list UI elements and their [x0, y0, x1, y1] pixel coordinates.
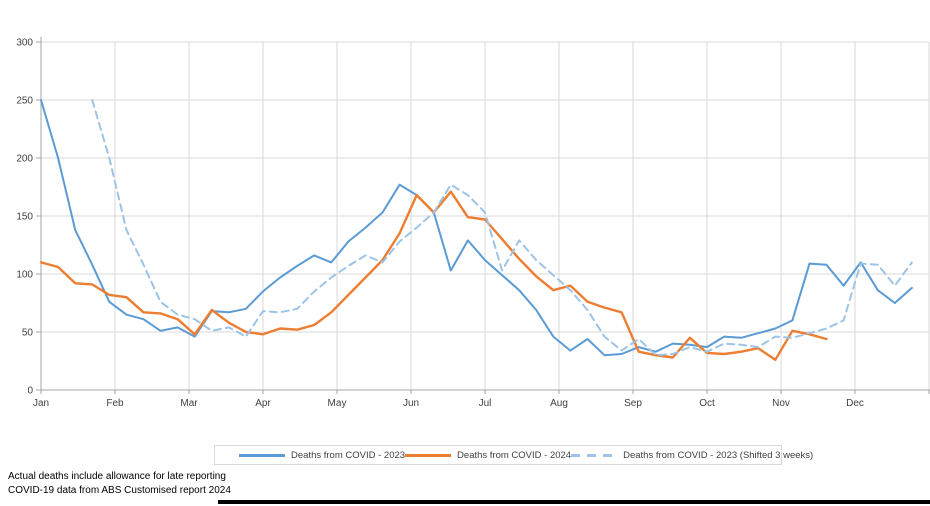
x-axis-label: Jul: [479, 398, 492, 409]
x-axis-label: Apr: [255, 398, 271, 409]
legend-label-2023-shifted: Deaths from COVID - 2023 (Shifted 3 week…: [623, 449, 814, 461]
legend-line-sample-2023: [239, 453, 285, 457]
bottom-border-bar: [218, 500, 930, 504]
x-axis-label: Dec: [846, 398, 864, 409]
x-axis-label: Aug: [550, 398, 568, 409]
legend-label-2024: Deaths from COVID - 2024: [457, 449, 572, 461]
x-axis-label: Jan: [33, 398, 49, 409]
y-axis-label: 0: [27, 386, 33, 397]
x-axis-label: Nov: [772, 398, 790, 409]
footnote-line-1: Actual deaths include allowance for late…: [8, 471, 226, 482]
legend-item-2024: Deaths from COVID - 2024: [405, 450, 571, 461]
chart-legend: Deaths from COVID - 2023 Deaths from COV…: [214, 445, 813, 465]
footnotes: Actual deaths include allowance for late…: [8, 470, 231, 497]
series-line-2: [39, 190, 828, 361]
series-line-1: [40, 99, 913, 357]
legend-line-sample-2024: [405, 453, 452, 457]
y-axis-label: 250: [16, 96, 33, 107]
x-axis-label: Oct: [699, 398, 715, 409]
covid-deaths-chart-area: 300 250 200 150 100 50 0 Jan Feb Mar Apr May Jun Jul A…: [16, 37, 930, 409]
x-axis-label: May: [328, 398, 347, 409]
x-axis-label: Feb: [106, 398, 124, 409]
y-axis-label: 100: [16, 270, 33, 281]
legend-item-2023-shifted: Deaths from COVID - 2023 (Shifted 3 week…: [571, 450, 813, 461]
y-axis-label: 300: [16, 38, 33, 49]
series-line-3: [91, 99, 913, 357]
y-axis-label: 200: [16, 154, 33, 165]
x-axis-label: Jun: [403, 398, 419, 409]
legend-label-2023: Deaths from COVID - 2023: [291, 449, 406, 461]
legend-item-2023: Deaths from COVID - 2023: [239, 450, 405, 461]
footnote-line-2: COVID-19 data from ABS Customised report…: [8, 484, 231, 496]
y-axis-label: 150: [16, 212, 33, 223]
x-axis-label: Mar: [180, 398, 198, 409]
x-axis-label: Sep: [624, 398, 642, 409]
legend-line-sample-2023-shifted: [571, 453, 618, 457]
y-axis-label: 50: [22, 328, 34, 339]
